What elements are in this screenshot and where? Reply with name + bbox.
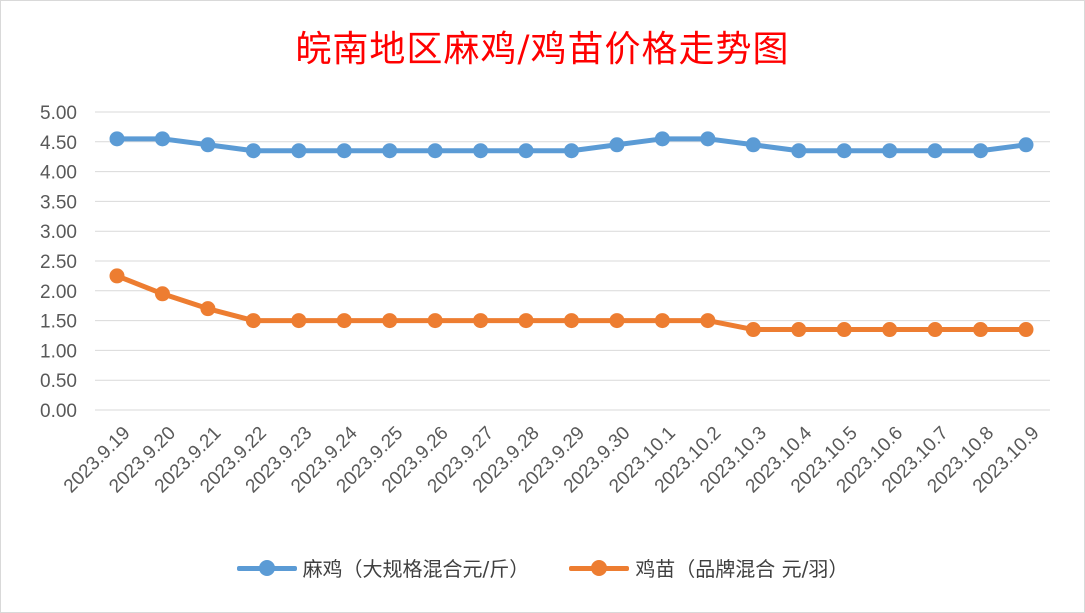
data-point (518, 313, 534, 329)
series-lines (114, 136, 1029, 333)
data-point (882, 143, 898, 159)
data-point (927, 143, 943, 159)
series-points (109, 131, 1034, 338)
data-point (291, 313, 307, 329)
data-point (154, 286, 170, 302)
data-point (609, 137, 625, 153)
y-tick-label: 3.50 (40, 192, 77, 213)
data-point (154, 131, 170, 147)
chart-title: 皖南地区麻鸡/鸡苗价格走势图 (295, 29, 790, 70)
data-point (654, 313, 670, 329)
data-point (245, 143, 261, 159)
legend-swatch-maji (236, 558, 297, 578)
y-tick-label: 0.50 (40, 371, 77, 392)
data-point (700, 131, 716, 147)
legend-swatch-jimiao (569, 558, 630, 578)
data-point (564, 143, 579, 159)
data-point (836, 322, 852, 338)
data-point (745, 137, 761, 153)
data-point (336, 143, 352, 159)
legend-label-maji: 麻鸡（大规格混合元/斤） (302, 557, 530, 581)
x-axis-ticks: 2023.9.192023.9.202023.9.212023.9.222023… (60, 422, 1044, 497)
y-tick-label: 1.50 (40, 312, 77, 333)
data-point (291, 143, 307, 159)
y-tick-label: 2.50 (40, 252, 77, 273)
data-point (200, 137, 216, 153)
data-point (382, 313, 398, 329)
data-point (609, 313, 625, 329)
data-point (564, 313, 579, 329)
y-tick-label: 5.00 (40, 103, 77, 124)
data-point (427, 143, 443, 159)
y-tick-label: 1.00 (40, 341, 77, 362)
data-point (973, 322, 989, 338)
data-point (473, 313, 489, 329)
legend-item-jimiao: 鸡苗（品牌混合 元/羽） (569, 553, 848, 582)
y-tick-label: 3.00 (40, 222, 77, 243)
legend-item-maji: 麻鸡（大规格混合元/斤） (236, 553, 530, 582)
y-tick-label: 4.00 (40, 163, 77, 184)
data-point (427, 313, 443, 329)
data-point (473, 143, 489, 159)
y-tick-label: 2.00 (40, 282, 77, 303)
data-point (245, 313, 261, 329)
data-point (109, 131, 125, 147)
y-axis-ticks: 0.00 0.50 1.00 1.50 2.00 2.50 3.00 3.50 4.00 4.50… (40, 103, 77, 422)
data-point (518, 143, 534, 159)
y-tick-label: 4.50 (40, 133, 77, 154)
legend: 麻鸡（大规格混合元/斤） 鸡苗（品牌混合 元/羽） (0, 553, 1085, 582)
data-point (927, 322, 943, 338)
data-point (109, 268, 125, 284)
data-point (200, 301, 216, 317)
data-point (382, 143, 398, 159)
data-point (745, 322, 761, 338)
legend-label-jimiao: 鸡苗（品牌混合 元/羽） (635, 557, 849, 581)
data-point (1018, 137, 1034, 153)
data-point (1018, 322, 1034, 338)
data-point (336, 313, 352, 329)
data-point (836, 143, 852, 159)
data-point (973, 143, 989, 159)
data-point (791, 322, 807, 338)
data-point (654, 131, 670, 147)
grid-lines (95, 111, 1050, 411)
data-point (791, 143, 807, 159)
data-point (700, 313, 716, 329)
y-tick-label: 0.00 (40, 401, 77, 422)
data-point (882, 322, 898, 338)
